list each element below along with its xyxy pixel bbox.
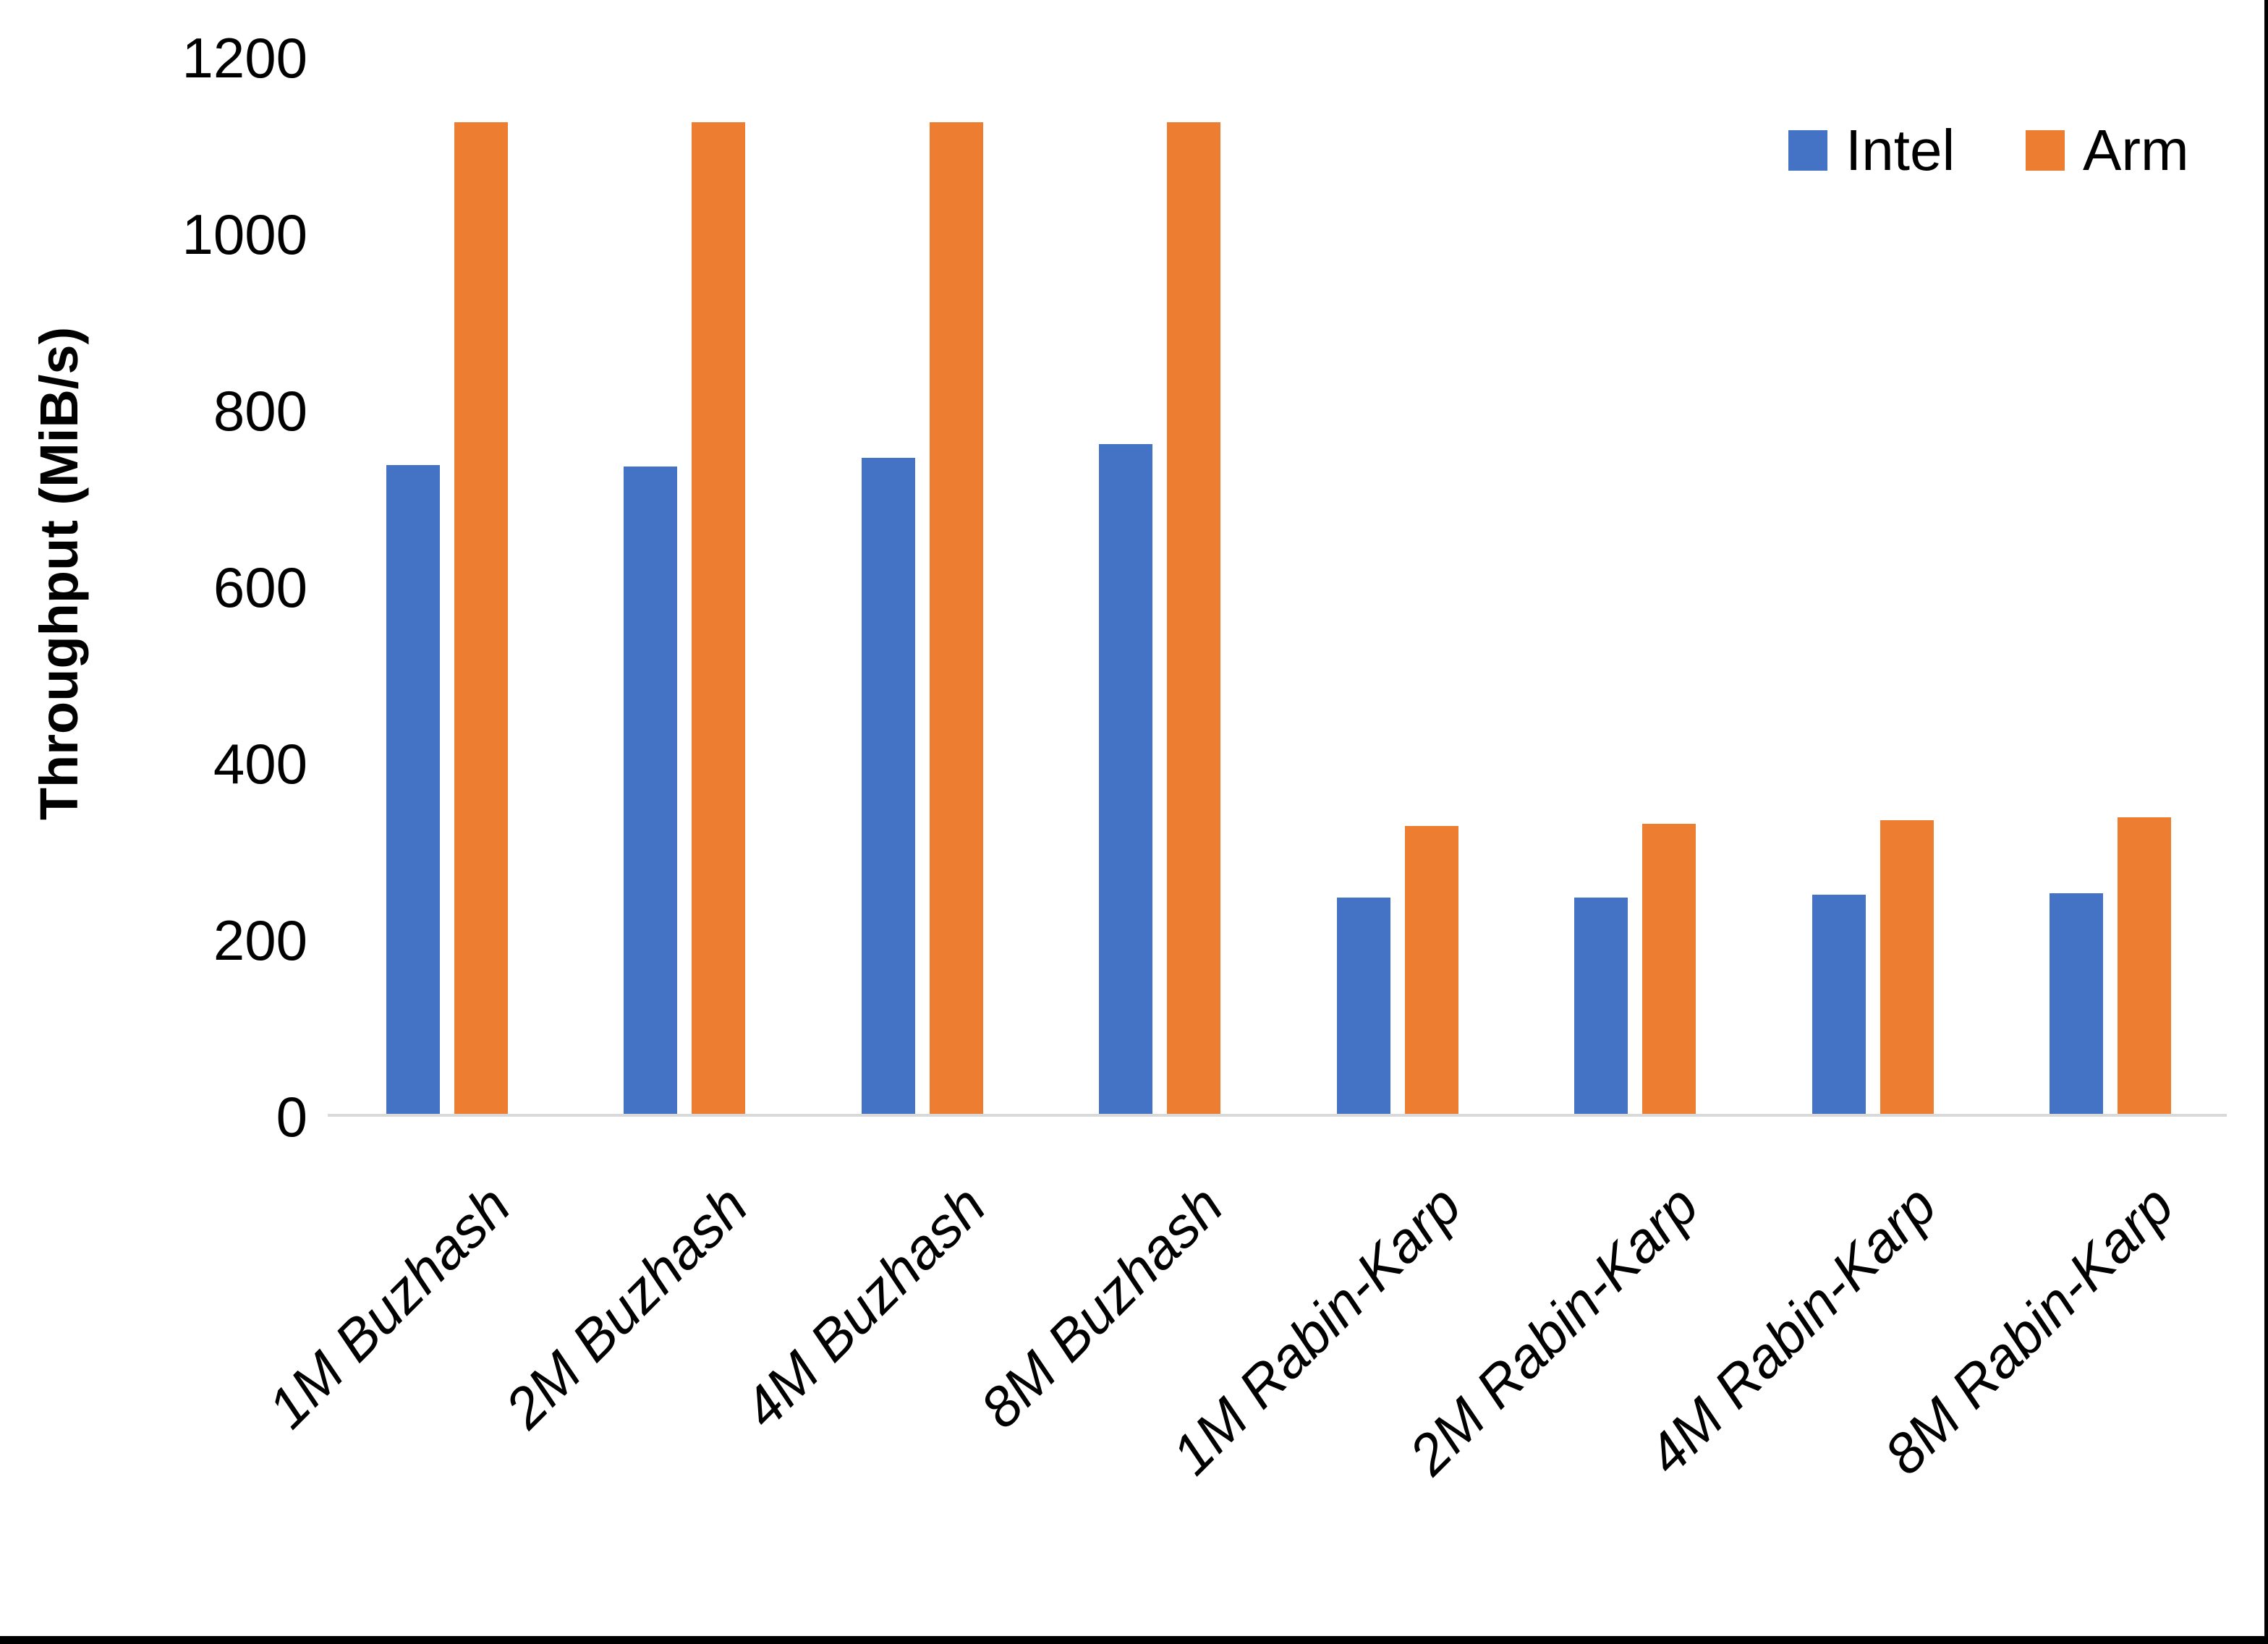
legend-label-arm: Arm bbox=[2083, 118, 2189, 182]
y-tick-label-400: 400 bbox=[213, 732, 307, 796]
bar-arm-1m-rabin-karp bbox=[1404, 826, 1458, 1114]
bar-arm-1m-buzhash bbox=[454, 122, 508, 1114]
legend-label-intel: Intel bbox=[1846, 118, 1955, 182]
bar-intel-2m-rabin-karp bbox=[1574, 897, 1628, 1114]
bar-arm-2m-rabin-karp bbox=[1642, 823, 1696, 1114]
x-category-label-1m-buzhash: 1M Buzhash bbox=[255, 1173, 522, 1440]
x-axis-line bbox=[328, 1114, 2227, 1117]
bar-arm-4m-buzhash bbox=[929, 122, 983, 1114]
legend: Intel Arm bbox=[0, 122, 2268, 187]
legend-swatch-arm bbox=[2026, 130, 2065, 171]
y-tick-label-800: 800 bbox=[213, 379, 307, 443]
bar-arm-2m-buzhash bbox=[692, 122, 745, 1114]
legend-item-arm: Arm bbox=[2026, 122, 2189, 179]
bar-intel-8m-buzhash bbox=[1099, 443, 1152, 1114]
bar-arm-8m-rabin-karp bbox=[2118, 817, 2171, 1114]
y-tick-label-600: 600 bbox=[213, 555, 307, 619]
bar-intel-4m-rabin-karp bbox=[1812, 895, 1866, 1114]
bottom-border bbox=[0, 1636, 2268, 1644]
legend-swatch-intel bbox=[1788, 130, 1827, 171]
bar-intel-1m-buzhash bbox=[386, 464, 440, 1114]
bar-arm-4m-rabin-karp bbox=[1880, 819, 1934, 1114]
y-tick-label-200: 200 bbox=[213, 908, 307, 972]
bar-arm-8m-buzhash bbox=[1167, 122, 1220, 1114]
y-tick-label-0: 0 bbox=[276, 1085, 307, 1149]
bar-intel-4m-buzhash bbox=[861, 457, 915, 1114]
legend-item-intel: Intel bbox=[1788, 122, 1955, 179]
bar-intel-2m-buzhash bbox=[624, 467, 677, 1114]
x-category-label-4m-buzhash: 4M Buzhash bbox=[731, 1173, 998, 1440]
x-category-label-2m-buzhash: 2M Buzhash bbox=[493, 1173, 760, 1440]
bar-intel-1m-rabin-karp bbox=[1336, 897, 1390, 1114]
y-tick-label-1000: 1000 bbox=[182, 203, 307, 266]
right-border bbox=[2264, 0, 2268, 1644]
bar-intel-8m-rabin-karp bbox=[2050, 893, 2103, 1114]
y-tick-label-1200: 1200 bbox=[182, 26, 307, 90]
x-category-label-8m-buzhash: 8M Buzhash bbox=[968, 1173, 1236, 1440]
